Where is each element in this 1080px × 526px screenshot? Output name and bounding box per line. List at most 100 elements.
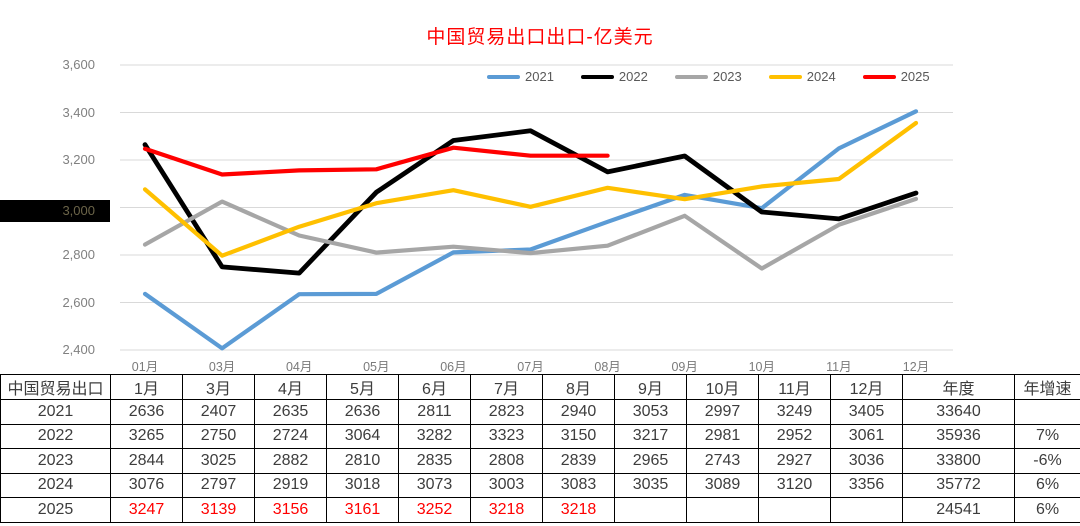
- value-cell: 2835: [398, 448, 471, 474]
- value-cell: 2808: [470, 448, 543, 474]
- value-cell: 2636: [326, 399, 399, 425]
- value-cell: 3083: [542, 472, 615, 498]
- header-month-cell: 1月: [110, 374, 183, 400]
- value-cell: 3003: [470, 472, 543, 498]
- value-cell: 3061: [830, 423, 903, 449]
- value-cell: 2997: [686, 399, 759, 425]
- header-month-cell: 12月: [830, 374, 903, 400]
- value-cell: 2743: [686, 448, 759, 474]
- value-cell: 3356: [830, 472, 903, 498]
- table-body: 2021 2636 2407 2635 2636 2811 2823 2940 3053 2997…: [0, 399, 1080, 523]
- value-cell: 2810: [326, 448, 399, 474]
- value-cell: 2952: [758, 423, 831, 449]
- x-tick-label: 04月: [285, 360, 313, 374]
- annual-total-cell: 33800: [902, 448, 1015, 474]
- legend-swatch-2024: [768, 74, 802, 79]
- legend-swatch-2025: [862, 74, 896, 79]
- value-cell: 2927: [758, 448, 831, 474]
- chart-legend: 2021 2022 2023 2024 2025: [487, 69, 930, 84]
- table-row-2021: 2021 2636 2407 2635 2636 2811 2823 2940 3053 2997…: [0, 399, 1080, 425]
- value-cell: 3218: [542, 497, 615, 523]
- legend-item-2022: 2022: [580, 69, 648, 84]
- value-cell: 3161: [326, 497, 399, 523]
- value-cell: 3036: [830, 448, 903, 474]
- x-tick-label: 11月: [826, 360, 852, 374]
- value-cell: 3249: [758, 399, 831, 425]
- x-tick-label: 01月: [131, 360, 159, 374]
- value-cell: 2839: [542, 448, 615, 474]
- value-cell: 2724: [254, 423, 327, 449]
- header-month-cell: 3月: [182, 374, 255, 400]
- value-cell: [758, 497, 831, 523]
- value-cell: 2981: [686, 423, 759, 449]
- value-cell: 3247: [110, 497, 183, 523]
- value-cell: 3089: [686, 472, 759, 498]
- value-cell: 3064: [326, 423, 399, 449]
- legend-item-2023: 2023: [674, 69, 742, 84]
- value-cell: 3150: [542, 423, 615, 449]
- legend-item-2025: 2025: [862, 69, 930, 84]
- growth-cell: 7%: [1014, 423, 1080, 449]
- value-cell: 3323: [470, 423, 543, 449]
- annual-total-cell: 35936: [902, 423, 1015, 449]
- y-tick-label: 2,400: [62, 342, 95, 357]
- value-cell: 2635: [254, 399, 327, 425]
- x-tick-label: 03月: [208, 360, 236, 374]
- header-month-cell: 6月: [398, 374, 471, 400]
- value-cell: 2882: [254, 448, 327, 474]
- value-cell: 2750: [182, 423, 255, 449]
- value-cell: 3053: [614, 399, 687, 425]
- value-cell: 3035: [614, 472, 687, 498]
- growth-cell: 6%: [1014, 497, 1080, 523]
- value-cell: 3073: [398, 472, 471, 498]
- year-label-cell: 2025: [0, 497, 111, 523]
- header-month-cell: 4月: [254, 374, 327, 400]
- annual-total-cell: 33640: [902, 399, 1015, 425]
- legend-label: 2021: [525, 69, 554, 84]
- value-cell: 3156: [254, 497, 327, 523]
- annual-total-cell: 35772: [902, 472, 1015, 498]
- value-cell: 2636: [110, 399, 183, 425]
- legend-label: 2025: [900, 69, 930, 84]
- y-tick-label: 3,200: [62, 152, 95, 167]
- table-row-2023: 2023 2844 3025 2882 2810 2835 2808 2839 2965 2743…: [0, 448, 1080, 474]
- year-label-cell: 2023: [0, 448, 111, 474]
- value-cell: 3120: [758, 472, 831, 498]
- value-cell: 2797: [182, 472, 255, 498]
- growth-cell: 6%: [1014, 472, 1080, 498]
- table-header: 中国贸易出口 1月 3月 4月 5月 6月 7月 8月 9月 10月 11月 12月 年度 年增速: [0, 374, 1080, 400]
- value-cell: [614, 497, 687, 523]
- y-tick-label: 3,600: [62, 57, 95, 72]
- x-tick-label: 10月: [748, 360, 775, 374]
- x-tick-label: 06月: [440, 360, 467, 374]
- header-month-cell: 9月: [614, 374, 687, 400]
- value-cell: 3218: [470, 497, 543, 523]
- header-month-cell: 5月: [326, 374, 399, 400]
- value-cell: [686, 497, 759, 523]
- legend-label: 2024: [806, 69, 836, 84]
- x-tick-label: 12月: [902, 360, 930, 374]
- legend-label: 2023: [712, 69, 742, 84]
- value-cell: 3252: [398, 497, 471, 523]
- value-cell: 2844: [110, 448, 183, 474]
- value-cell: 3076: [110, 472, 183, 498]
- legend-swatch-2022: [580, 74, 614, 79]
- legend-label: 2022: [618, 69, 648, 84]
- header-growth-cell: 年增速: [1014, 374, 1080, 400]
- y-tick-label: 3,400: [62, 104, 95, 120]
- value-cell: 3405: [830, 399, 903, 425]
- series-line-2024: [142, 120, 919, 258]
- header-month-cell: 7月: [470, 374, 543, 400]
- series-line-2025: [142, 145, 610, 177]
- value-cell: 3282: [398, 423, 471, 449]
- x-tick-label: 07月: [517, 360, 544, 374]
- value-cell: 2407: [182, 399, 255, 425]
- value-cell: 3018: [326, 472, 399, 498]
- value-cell: 2823: [470, 399, 543, 425]
- value-cell: 3025: [182, 448, 255, 474]
- table-row-2022: 2022 3265 2750 2724 3064 3282 3323 3150 3217 2981…: [0, 423, 1080, 449]
- value-cell: 2811: [398, 399, 471, 425]
- value-cell: 3139: [182, 497, 255, 523]
- annual-total-cell: 24541: [902, 497, 1015, 523]
- x-tick-label: 09月: [671, 360, 698, 374]
